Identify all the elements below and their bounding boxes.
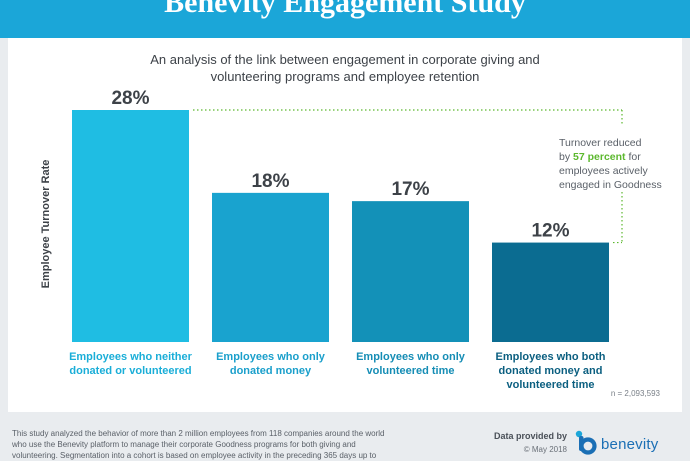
category-label-1: Employees who neither donated or voluntee…: [66, 350, 196, 378]
bar-4: [492, 243, 609, 342]
bar-value-label-1: 28%: [111, 88, 149, 109]
bar-value-label-4: 12%: [531, 221, 569, 242]
category-label-line: Employees who both: [486, 350, 616, 364]
category-label-line: donated money and: [486, 364, 616, 378]
annotation-line-2: by 57 percent for: [559, 150, 677, 164]
category-label-line: donated or volunteered: [66, 364, 196, 378]
benevity-logo-text: benevity: [601, 436, 658, 453]
footer-line-2: who use the Benevity platform to manage …: [12, 439, 442, 450]
annotation-emphasis: 57 percent: [573, 151, 626, 163]
footer-line-1: This study analyzed the behavior of more…: [12, 428, 442, 439]
footer-description: This study analyzed the behavior of more…: [12, 428, 442, 461]
bar-value-label-3: 17%: [391, 179, 429, 200]
annotation-line-1: Turnover reduced: [559, 136, 677, 150]
footer-line-3: volunteering. Segmentation into a cohort…: [12, 450, 442, 461]
bar-3: [352, 201, 469, 342]
turnover-annotation: Turnover reduced by 57 percent for emplo…: [559, 136, 677, 192]
category-label-4: Employees who both donated money and volun…: [486, 350, 616, 392]
category-label-line: volunteered time: [346, 364, 476, 378]
category-label-2: Employees who only donated money: [206, 350, 336, 378]
data-provided-by: Data provided by: [470, 431, 567, 441]
category-label-line: donated money: [206, 364, 336, 378]
sample-size-note: n = 2,093,593: [580, 389, 660, 398]
bar-1: [72, 110, 189, 342]
copyright-text: © May 2018: [470, 445, 567, 454]
annotation-prefix: by: [559, 151, 573, 163]
annotation-suffix: for: [626, 151, 641, 163]
category-label-line: Employees who only: [346, 350, 476, 364]
category-label-line: Employees who neither: [66, 350, 196, 364]
category-label-3: Employees who only volunteered time: [346, 350, 476, 378]
benevity-logo-icon: [573, 428, 599, 456]
category-label-line: Employees who only: [206, 350, 336, 364]
annotation-line-3: employees actively: [559, 164, 677, 178]
annotation-line-4: engaged in Goodness: [559, 178, 677, 192]
bar-2: [212, 193, 329, 342]
bar-value-label-2: 18%: [251, 171, 289, 192]
